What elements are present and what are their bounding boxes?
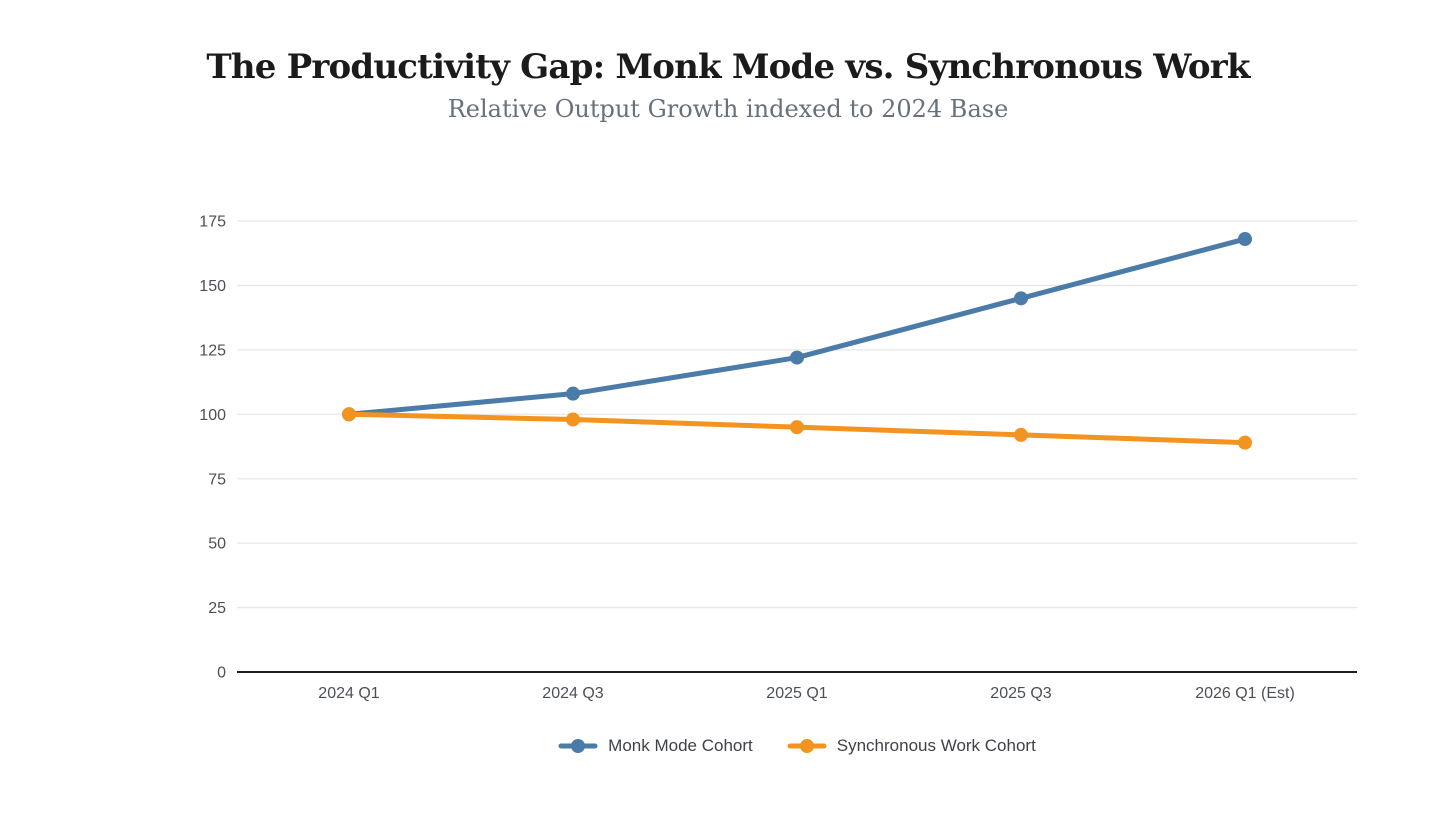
y-tick-label: 75 bbox=[208, 471, 226, 488]
legend-swatch-monk-mode-icon bbox=[558, 739, 598, 753]
y-tick-label: 175 bbox=[199, 214, 226, 231]
y-tick-label: 0 bbox=[217, 665, 226, 682]
y-tick-label: 150 bbox=[199, 278, 226, 295]
legend-item-synchronous-work: Synchronous Work Cohort bbox=[787, 736, 1036, 756]
data-point bbox=[342, 407, 356, 422]
data-point bbox=[790, 420, 804, 435]
chart-subtitle: Relative Output Growth indexed to 2024 B… bbox=[447, 95, 1009, 123]
legend-swatch-synchronous-work-icon bbox=[787, 739, 827, 753]
data-point bbox=[1238, 232, 1252, 247]
x-tick-label: 2024 Q1 bbox=[318, 685, 379, 702]
data-point bbox=[1014, 427, 1028, 442]
legend-label-synchronous-work: Synchronous Work Cohort bbox=[836, 736, 1036, 755]
y-tick-label: 100 bbox=[199, 407, 226, 424]
data-point bbox=[790, 350, 804, 365]
legend-label-monk-mode: Monk Mode Cohort bbox=[608, 736, 753, 755]
data-point bbox=[1014, 291, 1028, 306]
y-tick-label: 50 bbox=[208, 536, 226, 553]
data-point bbox=[566, 386, 580, 401]
x-tick-label: 2026 Q1 (Est) bbox=[1195, 685, 1295, 702]
y-tick-label: 25 bbox=[208, 600, 226, 617]
data-point bbox=[1238, 435, 1252, 450]
legend: Monk Mode Cohort Synchronous Work Cohort bbox=[237, 732, 1357, 760]
legend-item-monk-mode: Monk Mode Cohort bbox=[558, 736, 753, 756]
y-tick-label: 125 bbox=[199, 342, 226, 359]
series-line-0 bbox=[346, 236, 1248, 417]
x-tick-label: 2024 Q3 bbox=[542, 685, 603, 702]
x-tick-label: 2025 Q3 bbox=[990, 685, 1051, 702]
data-point bbox=[566, 412, 580, 427]
chart-title: The Productivity Gap: Monk Mode vs. Sync… bbox=[206, 47, 1250, 87]
x-tick-label: 2025 Q1 bbox=[766, 685, 827, 702]
